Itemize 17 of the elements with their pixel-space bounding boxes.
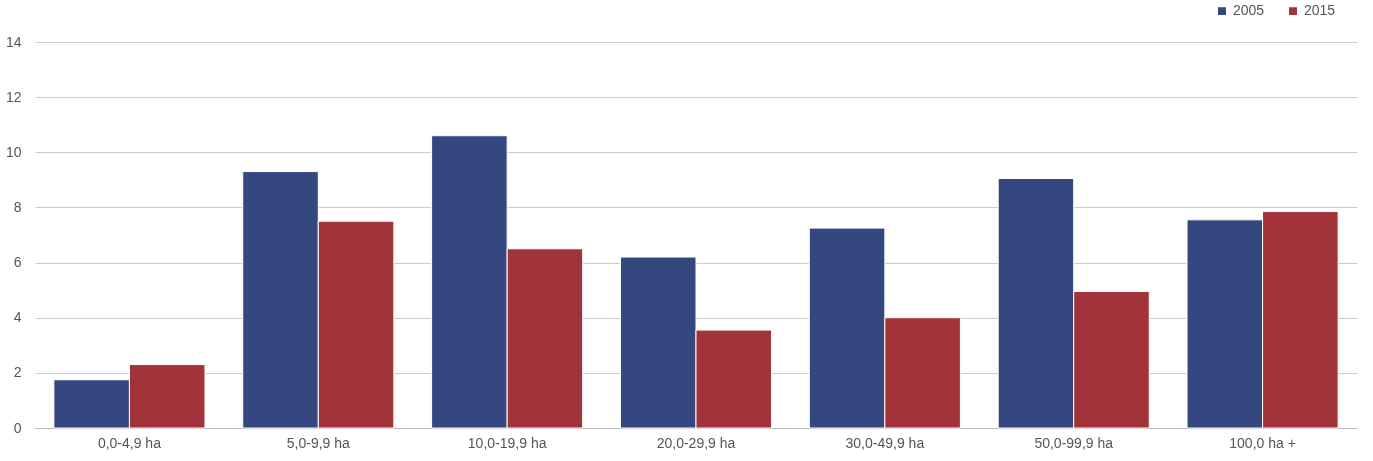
x-tick-label: 50,0-99,9 ha <box>1034 434 1114 451</box>
x-tick-label: 30,0-49,9 ha <box>845 434 925 451</box>
x-tick-label: 10,0-19,9 ha <box>467 434 547 451</box>
legend-label: 2015 <box>1304 2 1336 19</box>
x-tick-label: 100,0 ha + <box>1229 434 1296 451</box>
x-tick-label: 20,0-29,9 ha <box>656 434 736 451</box>
y-tick-label: 12 <box>5 88 22 105</box>
y-tick-label: 14 <box>5 33 22 50</box>
x-tick-label: 0,0-4,9 ha <box>97 434 162 451</box>
y-tick-label: 2 <box>13 364 22 381</box>
y-tick-label: 4 <box>13 309 22 326</box>
y-tick-label: 8 <box>13 198 22 215</box>
x-tick-label: 5,0-9,9 ha <box>286 434 351 451</box>
y-tick-label: 6 <box>13 254 22 271</box>
y-tick-label: 10 <box>5 143 22 160</box>
y-tick-label: 0 <box>13 419 22 436</box>
legend-label: 2005 <box>1233 2 1265 19</box>
